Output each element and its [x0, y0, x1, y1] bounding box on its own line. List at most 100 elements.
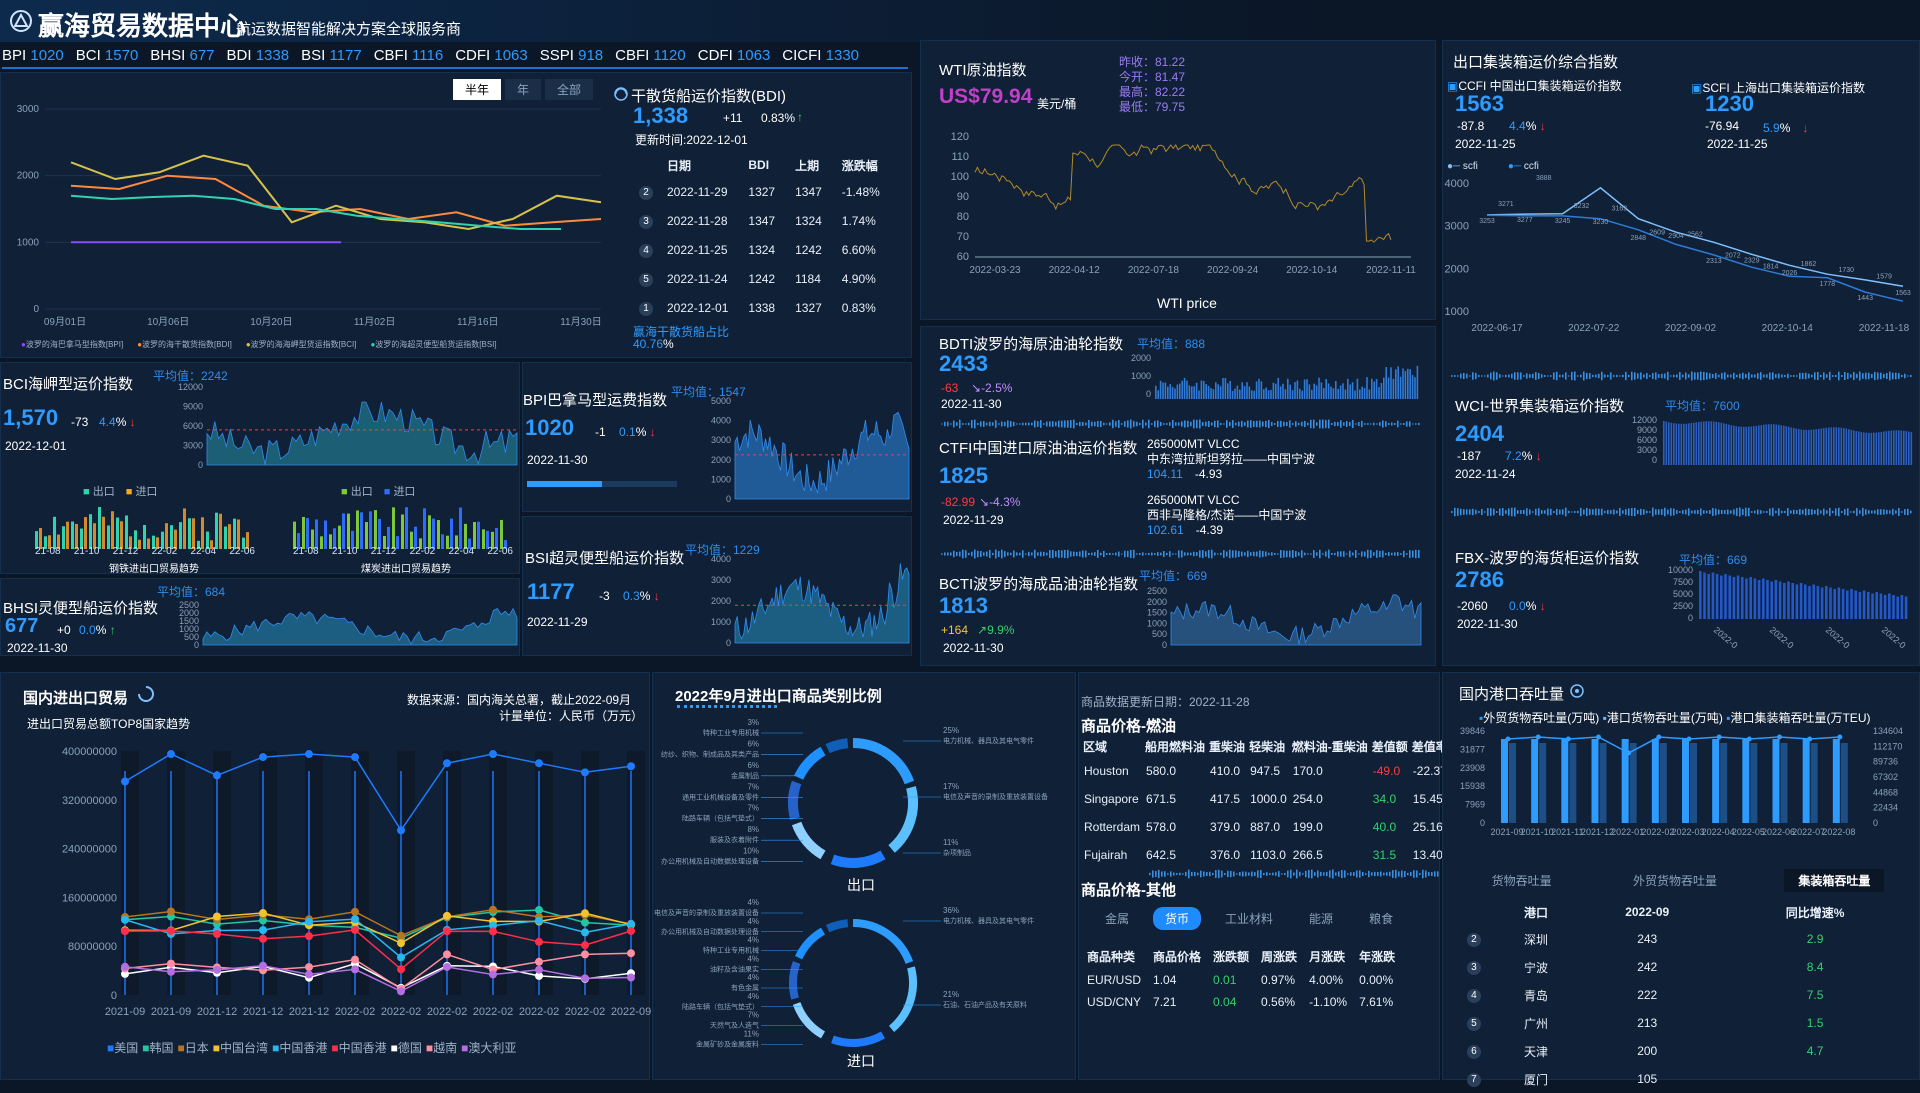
bar	[224, 526, 227, 549]
table-row[interactable]: 7 厦门 105	[1451, 1065, 1911, 1093]
port-tab[interactable]: 集装箱吞吐量	[1784, 869, 1885, 892]
wave-bar	[1221, 870, 1223, 878]
table-row[interactable]: 4 青岛 222 7.5	[1451, 981, 1911, 1009]
table-row[interactable]: 2 深圳 243 2.9	[1451, 925, 1911, 953]
wave-bar	[1316, 422, 1318, 426]
period-tab[interactable]: 全部	[545, 79, 594, 100]
bar	[1255, 381, 1258, 399]
wave-bar	[1259, 550, 1261, 558]
bar	[1375, 379, 1378, 399]
table-row[interactable]: 3 2022-11-28 1347 1324 1.74%	[635, 206, 890, 235]
ticker-item[interactable]: CDFI 1063	[698, 47, 771, 64]
bar	[111, 511, 114, 549]
ticker-item[interactable]: CICFI 1330	[782, 47, 859, 64]
category-tab[interactable]: 能源	[1309, 912, 1334, 926]
port-tab[interactable]: 外贸货物吞吐量	[1632, 874, 1717, 888]
table-row[interactable]: Houston 580.0 410.0 947.5 170.0 -49.0 -22.37%	[1081, 757, 1460, 785]
wave-bar	[1511, 373, 1513, 379]
x-tick: 2022-0	[1768, 625, 1796, 651]
bpi-progress[interactable]	[527, 481, 677, 487]
table-row[interactable]: Rotterdam 578.0 379.0 887.0 199.0 40.0 25.16%	[1081, 813, 1460, 841]
wave-bar	[1118, 420, 1120, 428]
commodity-panel: 商品数据更新日期：2022-11-28 商品价格-燃油 区域 船用燃料油 重柴油 轻柴…	[1078, 672, 1457, 1080]
column-band	[259, 751, 277, 995]
bar	[1808, 586, 1811, 619]
bar	[1790, 427, 1793, 465]
y-tick: 0	[1688, 613, 1693, 623]
table-row[interactable]: 6 天津 200 4.7	[1451, 1037, 1911, 1065]
table-row[interactable]: 3 宁波 242 8.4	[1451, 953, 1911, 981]
bar	[1663, 421, 1665, 465]
port-tab[interactable]: 货物吞吐量	[1491, 874, 1552, 888]
ticker-item[interactable]: CBFI 1116	[374, 47, 444, 64]
table-cell: 642.5	[1146, 848, 1177, 862]
wave-bar	[1190, 421, 1192, 427]
bar	[1685, 423, 1688, 465]
ticker-item[interactable]: CDFI 1063	[455, 47, 528, 64]
period-tab[interactable]: 年	[505, 79, 542, 100]
table-row[interactable]: EUR/USD 1.04 0.01 0.97% 4.00% 0.00%	[1081, 969, 1401, 991]
y-tick: 6000	[1637, 435, 1657, 445]
bar	[1665, 421, 1668, 465]
ticker-item[interactable]: BHSI 677	[150, 47, 214, 64]
wave-bar	[1826, 374, 1828, 378]
wave-bar	[1329, 870, 1331, 878]
bar	[378, 518, 381, 549]
refresh-icon[interactable]	[1569, 683, 1585, 699]
table-row[interactable]: Singapore 671.5 417.5 1000.0 254.0 34.0 15.45%	[1081, 785, 1460, 813]
table-cell	[1719, 1065, 1911, 1093]
donut-category: 天然气及人造气	[710, 1021, 759, 1030]
wave-bar	[1814, 372, 1816, 380]
table-cell: 6.60%	[841, 242, 876, 257]
port-tabs: 货物吞吐量 外贸货物吞吐量 集装箱吞吐量	[1451, 869, 1911, 892]
wave-bar	[1796, 510, 1798, 514]
wave-bar	[1520, 372, 1522, 380]
bar	[1621, 739, 1629, 823]
ticker-item[interactable]: BDI 1338	[227, 47, 290, 64]
bdti-value: 2433	[939, 351, 988, 376]
category-tab[interactable]: 金属	[1105, 912, 1130, 926]
ticker-item[interactable]: SSPI 918	[540, 47, 603, 64]
wave-bar	[1395, 869, 1397, 879]
wave-bar	[1229, 549, 1231, 559]
table-row[interactable]: Fujairah 642.5 376.0 1103.0 266.5 31.5 13.40%	[1081, 841, 1460, 869]
bar	[450, 518, 453, 549]
period-tab[interactable]: 半年	[453, 79, 502, 100]
bar	[89, 514, 92, 549]
y-tick: 80	[957, 211, 969, 223]
wave-bar	[1892, 508, 1894, 516]
table-row[interactable]: 4 2022-11-25 1324 1242 6.60%	[635, 235, 890, 264]
wave-bar	[1217, 420, 1219, 428]
table-row[interactable]: 5 2022-11-24 1242 1184 4.90%	[635, 264, 890, 293]
ticker-item[interactable]: BSI 1177	[301, 47, 362, 64]
table-row[interactable]: 5 广州 213 1.5	[1451, 1009, 1911, 1037]
category-tab[interactable]: 货币	[1153, 907, 1202, 930]
legend-label: 中国台湾	[220, 1041, 269, 1055]
wave-bar	[1559, 509, 1561, 515]
donut-percent: 7%	[747, 804, 759, 813]
bar	[1780, 425, 1783, 465]
table-row[interactable]: 2 2022-11-29 1327 1347 -1.48%	[635, 177, 890, 206]
bar	[1778, 581, 1782, 619]
table-row[interactable]: 1 2022-12-01 1338 1327 0.83%	[635, 293, 890, 322]
bar	[66, 521, 69, 549]
wave-bar	[1374, 871, 1376, 877]
wave-bar	[1643, 374, 1645, 378]
table-row[interactable]: USD/CNY 7.21 0.04 0.56% -1.10% 7.61%	[1081, 991, 1401, 1013]
wave-bar	[1325, 419, 1327, 429]
category-tab[interactable]: 粮食	[1369, 912, 1394, 926]
ticker-item[interactable]: BPI 1020	[2, 47, 64, 64]
donut-segment	[794, 927, 826, 960]
bar	[1805, 429, 1808, 465]
ticker-item[interactable]: CBFI 1120	[615, 47, 686, 64]
wave-bar	[1463, 372, 1465, 380]
wave-bar	[1511, 507, 1513, 517]
ticker-item[interactable]: BCI 1570	[76, 47, 139, 64]
bar	[1191, 386, 1193, 399]
wave-bar	[1028, 551, 1030, 557]
category-tab[interactable]: 工业材料	[1225, 912, 1274, 926]
legend-swatch: ■	[142, 1041, 150, 1055]
wave-divider	[1451, 371, 1912, 381]
wave-bar	[1790, 375, 1792, 377]
table-head-cell: 涨跌幅	[841, 158, 878, 173]
